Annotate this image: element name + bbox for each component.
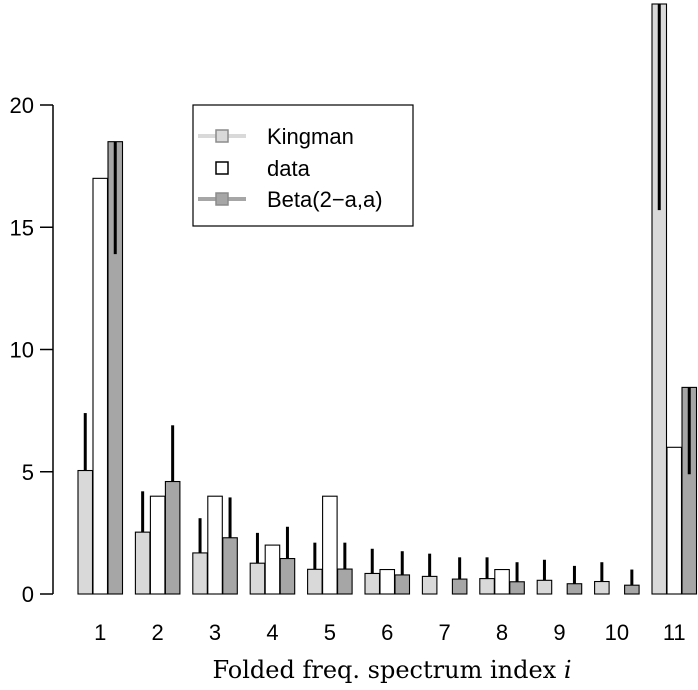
x-tick-label: 11 [663, 620, 686, 645]
x-tick-label: 10 [605, 620, 629, 645]
y-tick-label: 15 [10, 215, 34, 240]
bar-data [264, 544, 281, 595]
bar-data [494, 568, 510, 595]
x-tick-label: 4 [266, 620, 278, 645]
bar-data [379, 568, 396, 595]
x-tick-label: 3 [209, 620, 221, 645]
bar-data [322, 495, 338, 595]
bar-data [92, 177, 109, 595]
y-tick-label: 5 [22, 460, 34, 485]
y-axis: 0 5 10 15 20 [10, 93, 54, 607]
bar-beta-2-a-a- [451, 578, 468, 595]
legend-swatch [215, 129, 229, 143]
bar-beta-2-a-a- [222, 537, 238, 595]
legend-box [192, 104, 414, 227]
x-axis-title: Folded freq. spectrum index i [212, 656, 571, 684]
bar-kingman [192, 552, 208, 595]
bars [77, 3, 698, 595]
x-tick-label: 8 [496, 620, 508, 645]
bar-kingman [536, 579, 553, 595]
bar-kingman [307, 568, 323, 595]
x-tick-label: 2 [152, 620, 164, 645]
legend-label: data [267, 156, 311, 181]
bar-data [149, 495, 166, 595]
bar-kingman [421, 575, 438, 595]
legend-swatch [215, 161, 229, 175]
bar-kingman [134, 531, 151, 595]
bar-kingman [594, 580, 610, 595]
x-tick-label: 1 [94, 620, 106, 645]
bar-beta-2-a-a- [337, 568, 353, 595]
bar-beta-2-a-a- [566, 583, 583, 595]
bar-kingman [77, 469, 94, 595]
legend: Kingman data Beta(2−a,a) [192, 104, 414, 227]
bar-kingman [249, 562, 266, 595]
bar-beta-2-a-a- [164, 480, 181, 595]
bar-beta-2-a-a- [509, 581, 525, 595]
bar-kingman [479, 578, 495, 595]
y-tick-label: 20 [10, 93, 34, 118]
y-tick-label: 0 [22, 582, 34, 607]
x-tick-label: 7 [439, 620, 451, 645]
x-tick-label: 6 [381, 620, 393, 645]
bar-data [207, 495, 223, 595]
bar-beta-2-a-a- [624, 584, 640, 595]
x-tick-label: 9 [553, 620, 565, 645]
bar-kingman [364, 572, 381, 595]
legend-label: Kingman [267, 124, 354, 149]
x-tick-labels: 1 2 3 4 5 6 7 8 9 10 11 [94, 620, 686, 645]
legend-label: Beta(2−a,a) [267, 187, 383, 212]
bar-data [666, 446, 683, 595]
error-bars [83, 4, 691, 586]
y-tick-label: 10 [10, 338, 34, 363]
legend-swatch [215, 192, 229, 206]
bar-beta-2-a-a- [394, 574, 411, 595]
x-tick-label: 5 [324, 620, 336, 645]
bar-beta-2-a-a- [279, 557, 296, 595]
